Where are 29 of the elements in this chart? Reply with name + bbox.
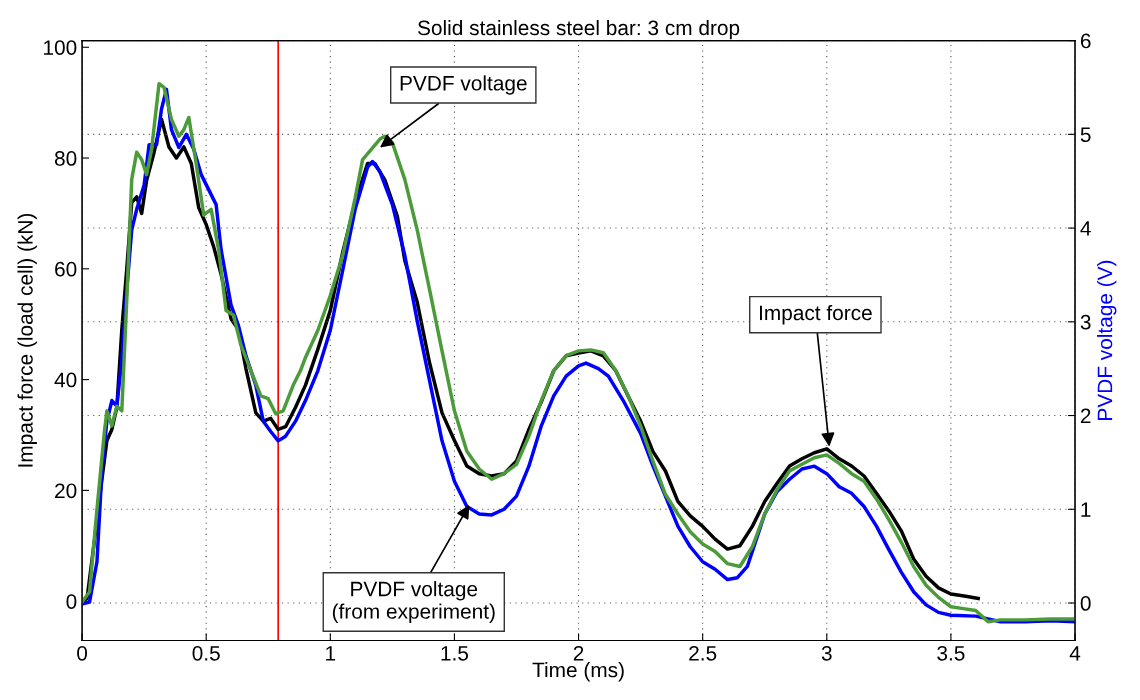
chart-title: Solid stainless steel bar: 3 cm drop [417,19,740,40]
y-tick-label: 60 [55,261,77,277]
annotation: PVDF voltage [400,75,527,95]
x-tick-label: 3 [821,645,832,661]
y-tick-label: 100 [44,40,77,55]
annotation: PVDF voltage (from experiment) [332,581,495,623]
x-tick-label: 1 [326,646,336,661]
y2-axis-title: PVDF voltage (V) [1097,260,1117,420]
x-tick-label: 2.5 [689,645,717,661]
x-tick-label: 0 [77,645,88,661]
y-tick-label: 80 [54,151,77,166]
x-tick-label: 0.5 [192,645,220,661]
x-axis-title: Time (ms) [532,662,624,682]
x-tick-label: 4 [1069,646,1081,661]
y2-tick-label: 6 [1080,33,1091,49]
y-tick-label: 0 [66,594,77,609]
y-axis-title: Impact force (load cell) (kN) [17,213,37,467]
y-tick-label: 20 [55,483,77,499]
y-tick-label: 40 [54,372,77,388]
annotation: Impact force [759,304,872,325]
x-tick-label: 2 [573,645,584,661]
y2-tick-label: 3 [1080,314,1091,330]
y2-tick-label: 2 [1080,408,1091,424]
y2-tick-label: 1 [1081,502,1091,517]
y2-tick-label: 5 [1080,127,1091,143]
y2-tick-label: 0 [1080,596,1091,611]
x-tick-label: 3.5 [937,645,965,661]
y2-tick-label: 4 [1080,221,1091,236]
x-tick-label: 1.5 [441,646,469,661]
